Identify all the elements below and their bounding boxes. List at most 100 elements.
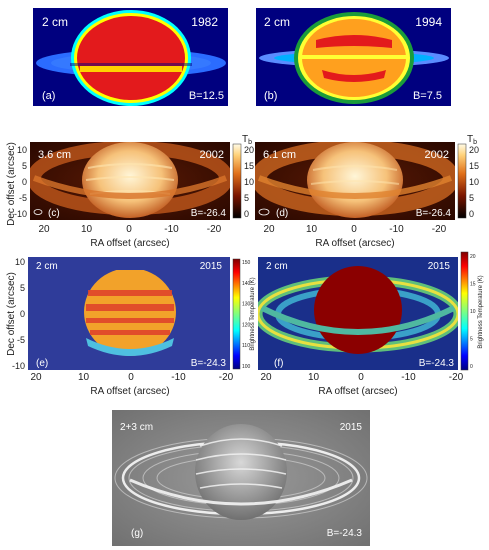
ra-tick-c: 10 [81,224,93,235]
colorbar-tick-e: 140 [242,281,251,287]
tag-f: (f) [274,358,283,369]
band-f: 2 cm [266,261,288,272]
ra-label-d: RA offset (arcsec) [315,238,394,249]
colorbar-f [460,251,469,371]
tilt-g: B=-24.3 [327,528,363,539]
colorbar-tick-d: 10 [469,177,479,187]
colorbar-tick-d: 0 [469,209,474,219]
colorbar-tick-c: 10 [244,177,254,187]
ra-tick-f: -20 [449,372,464,383]
ra-tick-d: 20 [263,224,275,235]
ra-tick-c: -10 [164,224,179,235]
colorbar-tick-c: 0 [244,209,249,219]
colorbar-tick-d: 20 [469,145,479,155]
ra-tick-f: -10 [401,372,416,383]
colorbar-tick-e: 100 [242,364,251,370]
tag-c: (c) [48,208,60,219]
ra-tick-c: 0 [126,224,132,235]
ra-tick-d: -20 [432,224,447,235]
colorbar-title-f: Brightness Temperature (K) [478,275,484,348]
dec-label-c: Dec offset (arcsec) [6,142,17,226]
band-e: 2 cm [36,261,58,272]
panel-a [33,8,228,106]
tag-b: (b) [264,90,277,102]
dec-tick-e: 10 [15,257,25,267]
tilt-d: B=-26.4 [416,208,452,219]
ra-label-e: RA offset (arcsec) [90,386,169,397]
colorbar-c [232,143,242,219]
band-d: 6.1 cm [263,149,296,161]
tilt-b: B=7.5 [413,90,442,102]
colorbar-e [232,258,241,370]
ra-tick-d: 10 [306,224,318,235]
planet-c [82,142,178,218]
tilt-f: B=-24.3 [419,358,455,369]
beam-d [258,208,270,216]
year-f: 2015 [428,261,451,272]
colorbar-tick-f: 10 [470,309,476,315]
colorbar-tick-c: 20 [244,145,254,155]
year-g: 2015 [340,422,363,433]
colorbar-tick-e: 130 [242,302,251,308]
planet-f [314,266,402,354]
planet-a [77,16,185,100]
ra-tick-c: -20 [207,224,222,235]
panel-e [28,257,230,370]
tilt-c: B=-26.4 [191,208,227,219]
colorbar-title-e: Brightness Temperature (K) [250,277,256,350]
colorbar-tick-f: 5 [470,337,473,343]
tag-a: (a) [42,90,55,102]
year-b: 1994 [415,15,442,29]
ra-tick-f: 0 [358,372,364,383]
panel-g [112,410,370,546]
tilt-a: B=12.5 [189,90,224,102]
colorbar-tick-c: 5 [244,193,249,203]
ra-tick-e: 20 [30,372,42,383]
year-a: 1982 [191,15,218,29]
ra-tick-f: 10 [308,372,320,383]
ra-label-f: RA offset (arcsec) [318,386,397,397]
colorbar-tick-e: 150 [242,260,251,266]
year-e: 2015 [200,261,223,272]
year-c: 2002 [200,149,224,161]
beam-c [33,209,43,215]
ra-tick-f: 20 [260,372,272,383]
band-a: 2 cm [42,15,68,29]
dec-tick-c: 5 [22,161,27,171]
ra-tick-d: 0 [351,224,357,235]
colorbar-tick-f: 15 [470,282,476,288]
colorbar-tick-f: 20 [470,254,476,260]
colorbar-tick-d: 5 [469,193,474,203]
panel-d [255,142,455,220]
colorbar-tick-c: 15 [244,161,254,171]
dec-tick-c: 0 [22,177,27,187]
planet-e [84,268,176,356]
ra-tick-e: 10 [78,372,90,383]
tag-e: (e) [36,358,48,369]
dec-tick-e: -5 [17,335,25,345]
panel-f [258,257,458,370]
ra-tick-e: -10 [171,372,186,383]
colorbar-title-d: Tb [467,134,477,146]
colorbar-d [457,143,467,219]
tag-d: (d) [276,208,288,219]
ra-label-c: RA offset (arcsec) [90,238,169,249]
dec-tick-e: 0 [20,309,25,319]
ra-tick-e: -20 [219,372,234,383]
band-b: 2 cm [264,15,290,29]
tilt-e: B=-24.3 [191,358,227,369]
panel-c [30,142,230,220]
colorbar-tick-e: 120 [242,322,251,328]
dec-tick-e: 5 [20,283,25,293]
ra-tick-e: 0 [128,372,134,383]
panel-b [256,8,451,106]
dec-tick-c: -10 [14,209,27,219]
dec-label-e: Dec offset (arcsec) [6,272,17,356]
tag-g: (g) [131,528,143,539]
colorbar-title-c: Tb [242,134,252,146]
band-g: 2+3 cm [120,422,153,433]
colorbar-tick-f: 0 [470,364,473,370]
dec-tick-e: -10 [12,361,25,371]
planet-g [195,424,287,520]
colorbar-tick-d: 15 [469,161,479,171]
